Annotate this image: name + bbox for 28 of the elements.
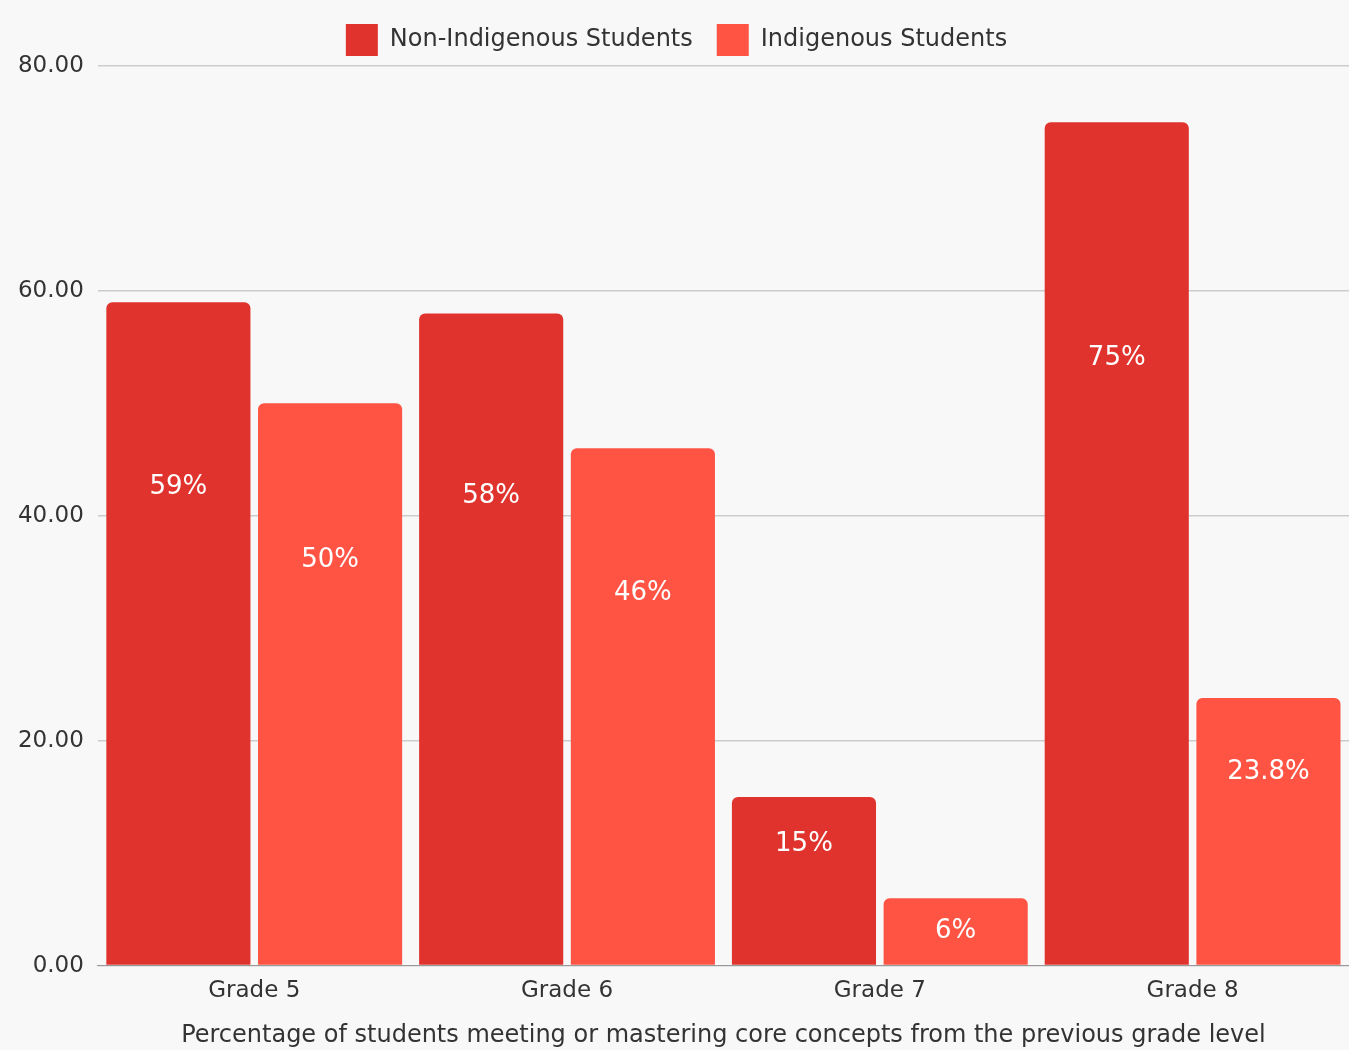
data-label: 46% (613, 575, 672, 606)
data-label: 6% (935, 914, 977, 945)
bar (258, 403, 403, 965)
legend-label: Non-Indigenous Students (389, 24, 693, 53)
data-label: 59% (149, 470, 208, 501)
y-tick-label: 80.00 (17, 50, 84, 77)
data-label: 23.8% (1227, 755, 1310, 786)
x-axis-title: Percentage of students meeting or mastering core concepts from the previous grade level (181, 1019, 1266, 1048)
x-tick-label: Grade 8 (1146, 976, 1239, 1003)
bar (731, 796, 877, 965)
x-tick-label: Grade 7 (833, 976, 926, 1003)
legend-label: Indigenous Students (760, 24, 1008, 53)
bar (1044, 122, 1189, 965)
y-tick-label: 0.00 (32, 950, 84, 977)
bar (106, 302, 251, 965)
bar (419, 313, 564, 965)
data-label: 75% (1087, 340, 1146, 371)
y-tick-label: 60.00 (17, 275, 84, 302)
bar (883, 898, 1028, 965)
data-label: 15% (775, 826, 833, 857)
bar (570, 448, 715, 965)
x-tick-label: Grade 6 (520, 976, 614, 1003)
data-label: 58% (462, 478, 521, 509)
y-tick-label: 40.00 (17, 500, 84, 527)
x-tick-label: Grade 5 (208, 976, 301, 1003)
y-tick-label: 20.00 (17, 725, 84, 752)
data-label: 50% (301, 543, 359, 574)
bar (1196, 697, 1341, 965)
